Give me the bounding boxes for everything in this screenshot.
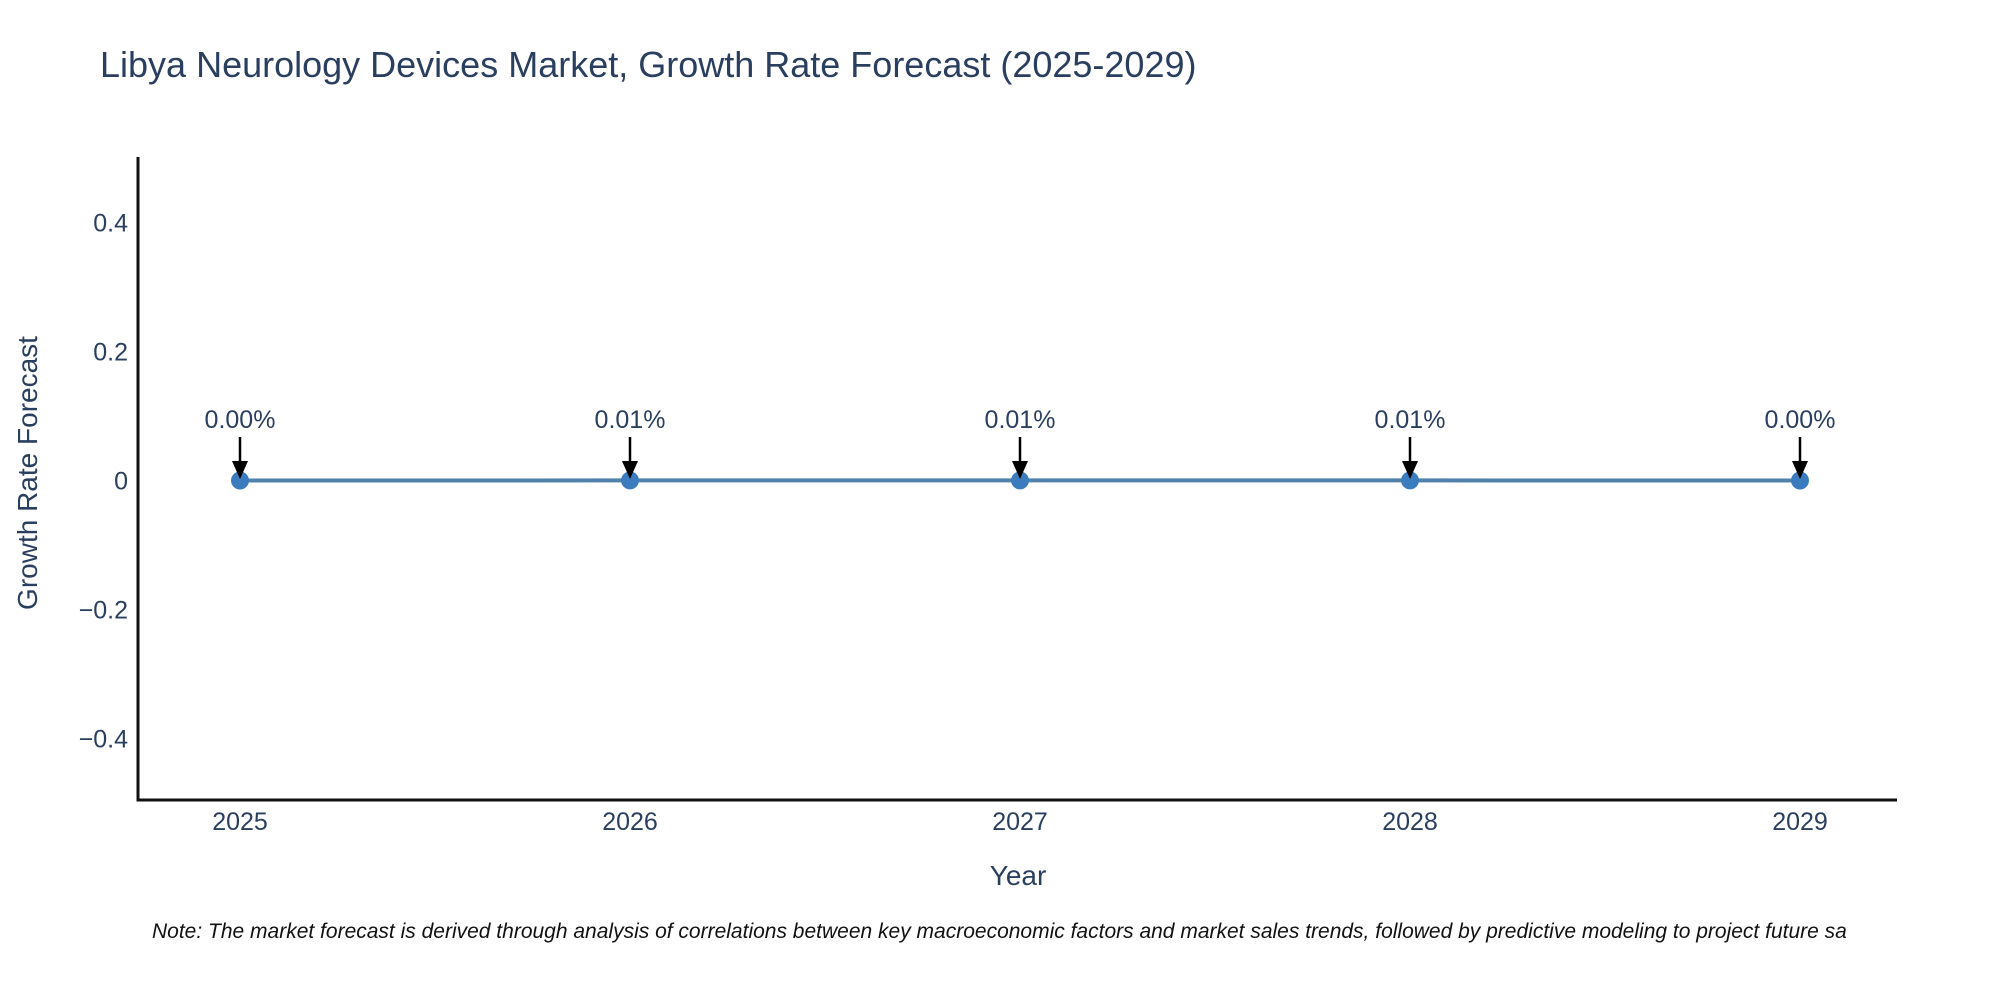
data-point-label: 0.01% — [1375, 406, 1446, 434]
data-point-label: 0.00% — [205, 406, 276, 434]
data-point-label: 0.01% — [595, 406, 666, 434]
x-tick-label: 2026 — [602, 808, 658, 836]
footnote: Note: The market forecast is derived thr… — [152, 920, 1847, 943]
x-tick-label: 2027 — [992, 808, 1048, 836]
annotation-arrowhead — [232, 461, 248, 479]
x-tick-label: 2025 — [212, 808, 268, 836]
y-tick-label: 0.2 — [93, 339, 128, 367]
data-point-marker — [231, 471, 249, 490]
data-point-marker — [1401, 471, 1419, 490]
data-point-label: 0.01% — [985, 406, 1056, 434]
annotation-arrowhead — [622, 461, 638, 479]
chart-title: Libya Neurology Devices Market, Growth R… — [100, 44, 1197, 85]
annotation-arrowhead — [1012, 461, 1028, 479]
data-point-marker — [1011, 471, 1029, 490]
x-axis-title: Year — [989, 860, 1047, 891]
x-tick-label: 2029 — [1772, 808, 1828, 836]
annotation-arrowhead — [1792, 461, 1808, 479]
y-tick-label: −0.4 — [79, 726, 128, 754]
y-tick-label: 0 — [114, 468, 128, 496]
y-axis-title: Growth Rate Forecast — [12, 336, 43, 610]
data-point-marker — [1791, 471, 1809, 490]
y-tick-label: 0.4 — [93, 210, 128, 238]
annotation-arrowhead — [1402, 461, 1418, 479]
y-tick-label: −0.2 — [79, 597, 128, 625]
x-tick-label: 2028 — [1382, 808, 1438, 836]
data-point-marker — [621, 471, 639, 490]
data-point-label: 0.00% — [1765, 406, 1836, 434]
